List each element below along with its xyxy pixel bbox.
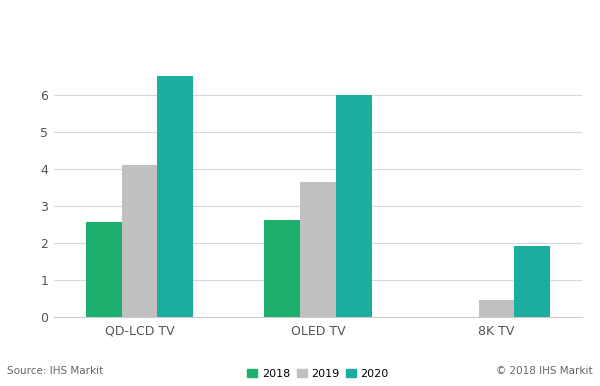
Bar: [122, 165, 157, 317]
Text: © 2018 IHS Markit: © 2018 IHS Markit: [496, 366, 593, 376]
Bar: [265, 220, 300, 317]
Text: Advanced TV Technology Forecast (units - millions): Advanced TV Technology Forecast (units -…: [7, 15, 469, 30]
Bar: [336, 95, 371, 317]
Bar: [157, 76, 193, 317]
Bar: [300, 182, 336, 317]
Text: Source: IHS Markit: Source: IHS Markit: [7, 366, 103, 376]
Bar: [86, 222, 122, 317]
Bar: [479, 300, 514, 317]
Bar: [514, 246, 550, 317]
Legend: 2018, 2019, 2020: 2018, 2019, 2020: [243, 364, 393, 383]
